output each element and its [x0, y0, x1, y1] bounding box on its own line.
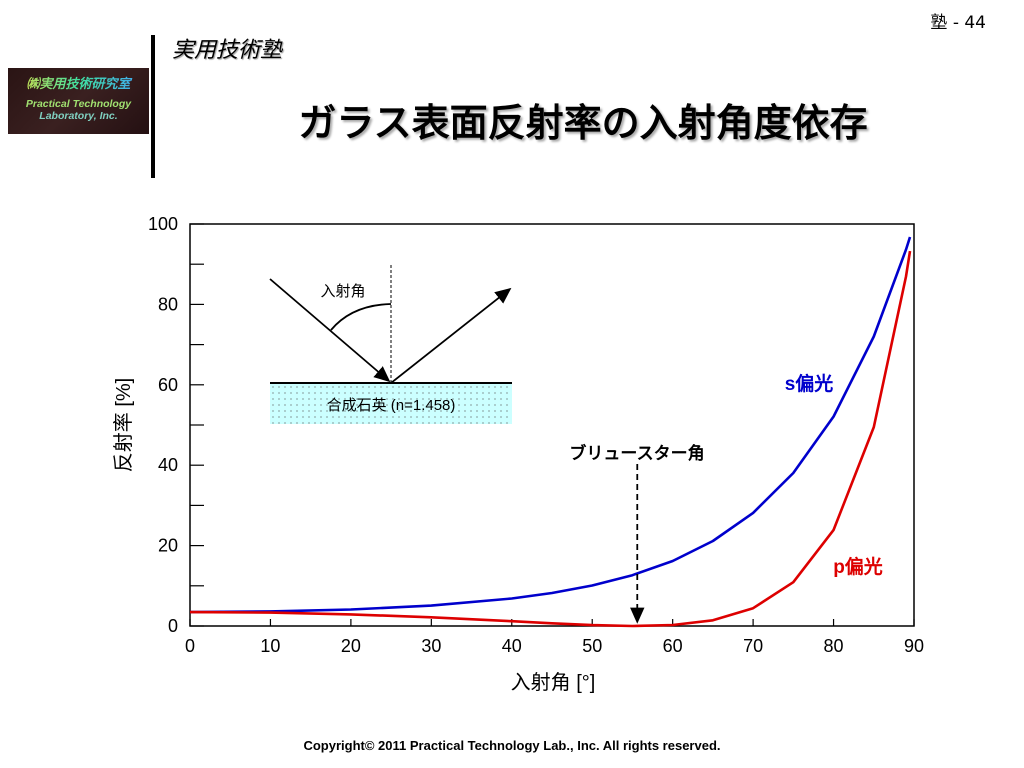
material-label: 合成石英 (n=1.458): [327, 396, 456, 414]
x-tick-label: 40: [502, 636, 522, 656]
x-axis-label: 入射角 [°]: [511, 671, 596, 694]
angle-arc: [330, 303, 392, 331]
s-polarization-label: s偏光: [785, 372, 834, 395]
y-axis-label: 反射率 [%]: [112, 378, 135, 472]
logo-line3: Laboratory, Inc.: [39, 110, 118, 122]
y-tick-label: 40: [158, 455, 178, 475]
x-tick-label: 50: [582, 636, 602, 656]
page-number: 塾 - 44: [930, 13, 986, 33]
x-tick-label: 70: [743, 636, 763, 656]
series-title: 実用技術塾: [172, 38, 283, 63]
company-logo: ㈱実用技術研究室 Practical Technology Laboratory…: [8, 68, 149, 134]
x-tick-label: 20: [341, 636, 361, 656]
logo-line2: Practical Technology: [25, 98, 132, 110]
x-tick-label: 60: [663, 636, 683, 656]
angle-label: 入射角: [320, 283, 365, 300]
logo-line1: ㈱実用技術研究室: [8, 73, 149, 92]
incidence-diagram: 入射角 合成石英 (n=1.458): [269, 265, 512, 424]
x-tick-label: 30: [421, 636, 441, 656]
substrate-fill: [270, 384, 512, 424]
x-tick-label: 90: [904, 636, 924, 656]
y-tick-label: 60: [158, 375, 178, 395]
x-tick-label: 80: [824, 636, 844, 656]
header-divider: [151, 35, 155, 178]
p-polarization-curve: [189, 250, 912, 628]
brewster-label: ブリュースター角: [569, 443, 704, 463]
x-tick-label: 0: [185, 636, 195, 656]
y-tick-label: 100: [148, 214, 178, 234]
y-tick-label: 20: [158, 536, 178, 556]
incident-ray: [269, 278, 391, 383]
slide-title: ガラス表面反射率の入射角度依存: [298, 101, 868, 145]
y-tick-label: 80: [158, 294, 178, 314]
copyright-footer: Copyright© 2011 Practical Technology Lab…: [303, 738, 721, 753]
reflected-ray: [390, 287, 512, 384]
p-polarization-label: p偏光: [833, 555, 883, 578]
s-polarization-curve: [189, 236, 912, 614]
y-tick-label: 0: [168, 616, 178, 636]
x-tick-label: 10: [260, 636, 280, 656]
